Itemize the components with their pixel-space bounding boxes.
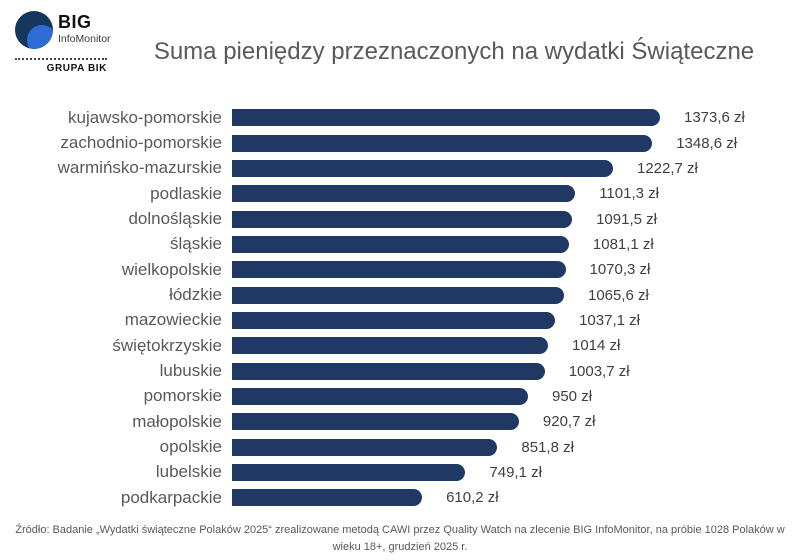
globe-icon: [15, 11, 53, 49]
value-label: 1222,7 zł: [637, 159, 698, 177]
bar-row: opolskie 851,8 zł: [0, 434, 800, 459]
big-infomonitor-logo: BIG InfoMonitor GRUPA BIK: [15, 11, 125, 74]
chart-title: Suma pieniędzy przeznaczonych na wydatki…: [153, 38, 755, 65]
logo-brand: BIG: [58, 12, 92, 32]
dotted-divider: [15, 58, 107, 60]
category-label: śląskie: [170, 234, 222, 254]
bar: [232, 159, 613, 177]
value-label: 950 zł: [552, 387, 593, 405]
logo-subbrand: InfoMonitor: [58, 32, 111, 45]
logo-words: BIG InfoMonitor: [58, 11, 111, 45]
logo-top: BIG InfoMonitor: [15, 11, 125, 49]
globe-icon-highlight: [27, 25, 53, 49]
bar: [232, 337, 548, 355]
bar-row: kujawsko-pomorskie 1373,6 zł: [0, 105, 800, 130]
bar: [232, 185, 576, 203]
value-label: 1070,3 zł: [589, 261, 651, 279]
bar-row: świętokrzyskie 1014 zł: [0, 333, 800, 358]
category-label: dolnośląskie: [128, 209, 222, 229]
category-label: małopolskie: [132, 411, 222, 431]
category-label: podkarpackie: [120, 487, 222, 507]
bar: [232, 286, 564, 304]
bar-row: warmińsko-mazurskie 1222,7 zł: [0, 156, 800, 181]
category-label: kujawsko-pomorskie: [68, 107, 222, 127]
category-label: świętokrzyskie: [112, 335, 222, 355]
category-label: opolskie: [159, 437, 222, 457]
value-label: 851,8 zł: [521, 438, 574, 456]
value-label: 1014 zł: [572, 337, 621, 355]
value-label: 1373,6 zł: [684, 109, 745, 127]
bar: [232, 463, 466, 481]
bar: [232, 261, 566, 279]
source-note-line1: Źródło: Badanie „Wydatki świąteczne Pola…: [15, 524, 785, 536]
value-label: 1101,3 zł: [599, 185, 659, 203]
bar-row: mazowieckie 1037,1 zł: [0, 308, 800, 333]
bar: [232, 387, 528, 405]
source-note: Źródło: Badanie „Wydatki świąteczne Pola…: [6, 522, 794, 555]
category-label: lubuskie: [159, 361, 222, 381]
bar-chart: kujawsko-pomorskie 1373,6 zł zachodnio-p…: [0, 105, 800, 511]
bar-row: podlaskie 1101,3 zł: [0, 181, 800, 206]
bar-row: podkarpackie 610,2 zł: [0, 485, 800, 510]
bar-row: pomorskie 950 zł: [0, 384, 800, 409]
bar: [232, 413, 519, 431]
bar: [232, 235, 569, 253]
source-note-line2: wieku 18+, grudzień 2025 r.: [332, 540, 468, 553]
bar: [232, 311, 556, 329]
bar: [232, 362, 545, 380]
value-label: 1037,1 zł: [579, 311, 640, 329]
category-label: pomorskie: [143, 386, 222, 406]
bar: [232, 438, 498, 456]
value-label: 1081,1 zł: [592, 235, 654, 253]
category-label: lubelskie: [155, 462, 222, 482]
bar-row: małopolskie 920,7 zł: [0, 409, 800, 434]
bar: [232, 134, 653, 152]
value-label: 920,7 zł: [542, 413, 596, 431]
bar: [232, 210, 573, 228]
category-label: podlaskie: [150, 183, 222, 203]
bar-row: lubelskie 749,1 zł: [0, 460, 800, 485]
value-label: 1065,6 zł: [588, 286, 649, 304]
category-label: wielkopolskie: [121, 259, 222, 279]
value-label: 1348,6 zł: [676, 134, 738, 152]
bar-row: lubuskie 1003,7 zł: [0, 358, 800, 383]
bar-row: łódzkie 1065,6 zł: [0, 282, 800, 307]
bar: [232, 489, 423, 507]
value-label: 1091,5 zł: [596, 210, 657, 228]
category-label: mazowieckie: [124, 310, 222, 330]
value-label: 1003,7 zł: [568, 362, 630, 380]
bar-row: śląskie 1081,1 zł: [0, 232, 800, 257]
bar: [232, 109, 660, 127]
bar-row: zachodnio-pomorskie 1348,6 zł: [0, 130, 800, 155]
value-label: 749,1 zł: [489, 463, 542, 481]
value-label: 610,2 zł: [446, 489, 499, 507]
logo-group-label: GRUPA BIK: [46, 63, 107, 74]
bar-row: dolnośląskie 1091,5 zł: [0, 206, 800, 231]
category-label: zachodnio-pomorskie: [60, 133, 222, 153]
bar-row: wielkopolskie 1070,3 zł: [0, 257, 800, 282]
category-label: łódzkie: [169, 285, 222, 305]
category-label: warmińsko-mazurskie: [57, 158, 222, 178]
